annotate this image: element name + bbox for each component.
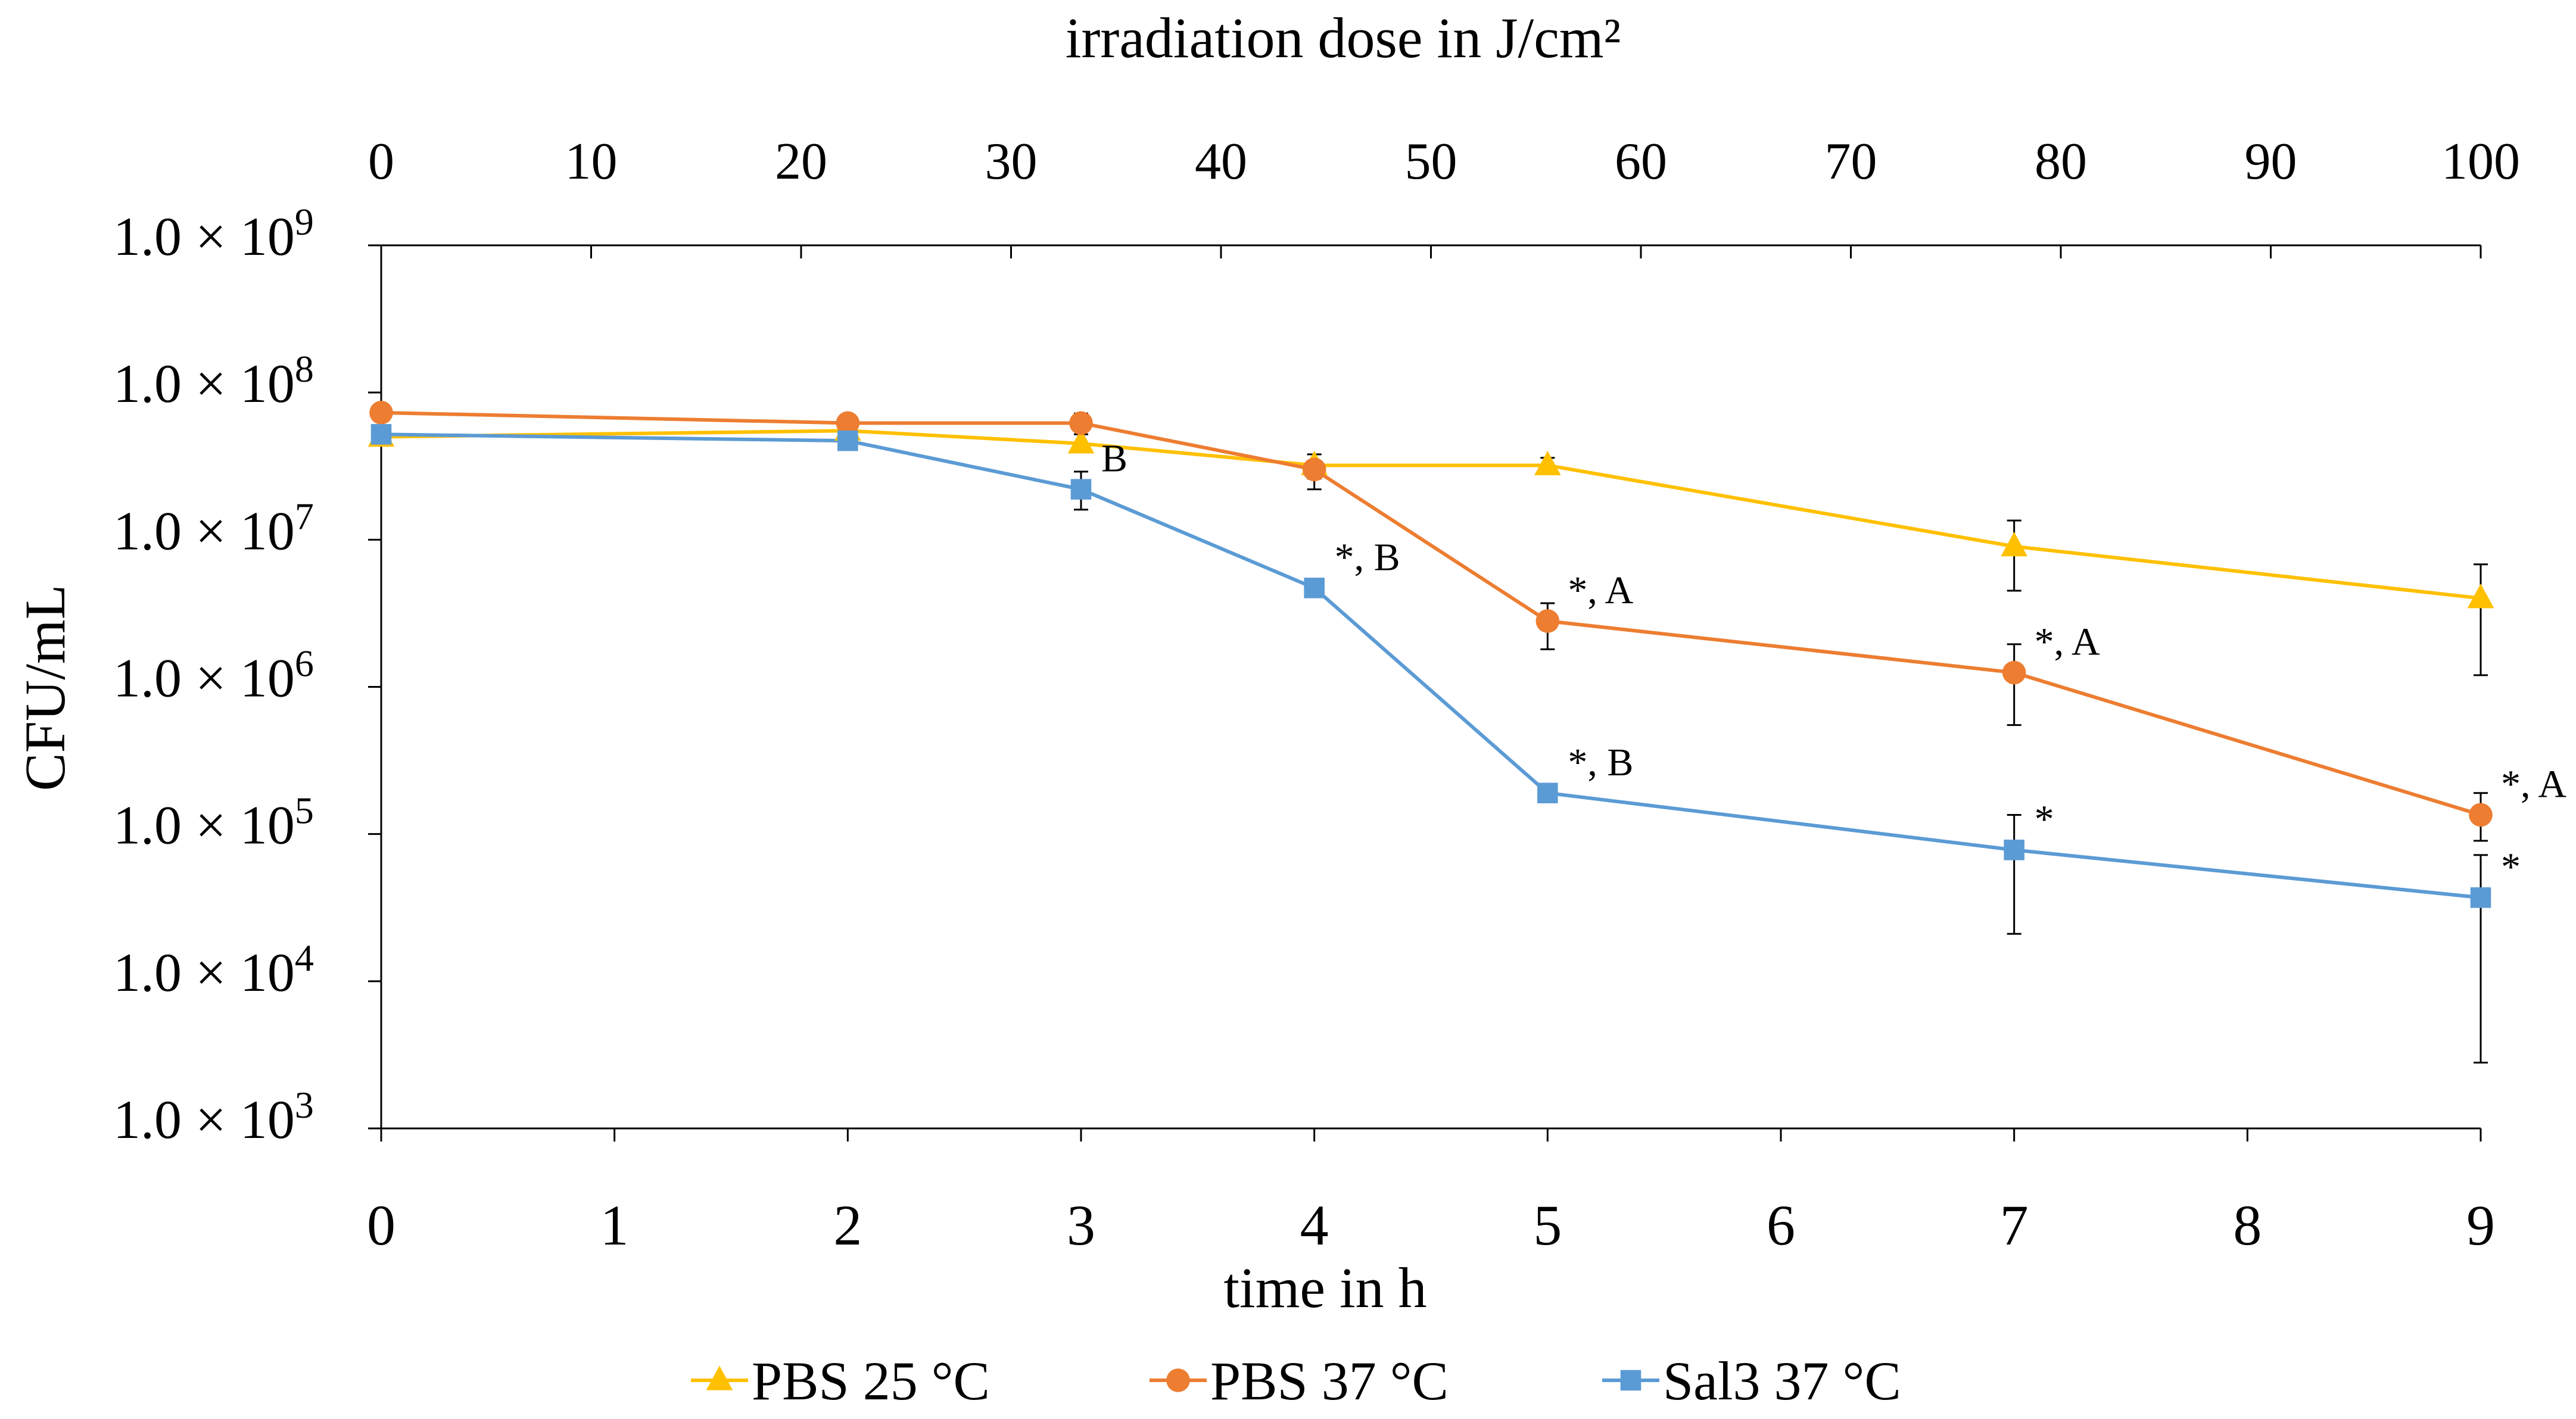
legend-label-pbs-25-c: PBS 25 °C: [752, 1351, 990, 1411]
data-point-pbs-37-c: [369, 401, 393, 425]
data-annotation: *: [2035, 797, 2054, 841]
data-annotation: *, B: [1568, 741, 1633, 784]
y-axis-title: CFU/mL: [13, 585, 77, 791]
x-tick-label: 6: [1767, 1193, 1795, 1257]
secondary-x-tick-label: 30: [985, 133, 1038, 191]
series-line-pbs-25-c: [381, 429, 2481, 600]
y-tick-label: 1.0 × 106: [113, 643, 314, 709]
data-point-pbs-37-c: [1069, 411, 1093, 435]
data-annotation: B: [1101, 437, 1127, 481]
x-tick-label: 7: [2000, 1193, 2029, 1257]
data-point-pbs-37-c: [836, 411, 860, 435]
y-tick-label: 1.0 × 107: [113, 495, 314, 561]
data-annotation: *: [2501, 845, 2521, 888]
data-point-pbs-37-c: [2469, 803, 2493, 827]
x-tick-label: 3: [1067, 1193, 1095, 1257]
legend-swatch-marker-sal3-37-c: [1620, 1370, 1641, 1391]
x-tick-label: 5: [1533, 1193, 1562, 1257]
data-annotation: *, A: [1568, 569, 1633, 612]
secondary-x-tick-label: 60: [1615, 133, 1667, 191]
series-line-pbs-37-c: [381, 410, 2481, 817]
data-point-pbs-25-c: [2001, 532, 2027, 557]
x-tick-label: 4: [1300, 1193, 1329, 1257]
data-point-sal3-37-c: [2004, 840, 2024, 860]
y-tick-label: 1.0 × 109: [113, 201, 314, 267]
secondary-x-tick-label: 90: [2245, 133, 2297, 191]
secondary-x-tick-label: 50: [1405, 133, 1457, 191]
y-tick-label: 1.0 × 104: [113, 937, 314, 1003]
x-tick-label: 1: [600, 1193, 629, 1257]
x-axis-title: time in h: [1223, 1256, 1426, 1320]
secondary-x-tick-label: 70: [1825, 133, 1877, 191]
data-point-sal3-37-c: [1537, 782, 1558, 804]
markers-layer: [367, 401, 2494, 908]
data-point-sal3-37-c: [370, 424, 392, 445]
data-point-pbs-25-c: [1534, 450, 1561, 476]
legend-swatch-marker-pbs-25-c: [706, 1365, 733, 1390]
data-point-pbs-25-c: [2467, 584, 2494, 609]
secondary-x-tick-label: 10: [565, 133, 618, 191]
data-point-pbs-25-c: [1067, 429, 1095, 454]
y-tick-label: 1.0 × 103: [113, 1084, 314, 1150]
secondary-x-tick-label: 100: [2441, 133, 2520, 191]
secondary-x-axis-title: irradiation dose in J/cm²: [1066, 6, 1621, 70]
x-tick-label: 8: [2233, 1193, 2262, 1257]
secondary-x-tick-label: 80: [2035, 133, 2087, 191]
legend-label-sal3-37-c: Sal3 37 °C: [1663, 1351, 1901, 1411]
series-lines-layer: [381, 410, 2481, 900]
data-point-sal3-37-c: [1070, 479, 1092, 500]
labels-layer: 1.0 × 103 1.0 × 104 1.0 × 105 1.0 × 106 1.0 …: [113, 133, 2566, 1411]
data-point-pbs-37-c: [1535, 609, 1560, 633]
axes-layer: [368, 244, 2482, 1142]
data-annotation: *, B: [1335, 535, 1400, 579]
data-point-sal3-37-c: [1304, 578, 1325, 598]
error-bars-layer: [374, 406, 2488, 1064]
legend-label-pbs-37-c: PBS 37 °C: [1210, 1351, 1449, 1411]
data-point-sal3-37-c: [837, 430, 858, 451]
x-tick-label: 9: [2466, 1193, 2495, 1257]
data-point-sal3-37-c: [2470, 887, 2491, 908]
y-tick-label: 1.0 × 105: [113, 790, 314, 856]
secondary-x-tick-label: 20: [775, 133, 827, 191]
y-tick-label: 1.0 × 108: [113, 348, 314, 414]
data-annotation: *, A: [2501, 762, 2566, 806]
secondary-x-tick-label: 40: [1195, 133, 1247, 191]
data-point-pbs-37-c: [1302, 457, 1326, 482]
data-point-pbs-37-c: [2002, 660, 2026, 685]
series-line-sal3-37-c: [381, 432, 2481, 900]
data-annotation: *, A: [2035, 620, 2100, 664]
x-tick-label: 2: [833, 1193, 862, 1257]
legend-swatch-marker-pbs-37-c: [1166, 1368, 1190, 1392]
x-tick-label: 0: [367, 1193, 395, 1257]
secondary-x-tick-label: 0: [368, 133, 394, 191]
